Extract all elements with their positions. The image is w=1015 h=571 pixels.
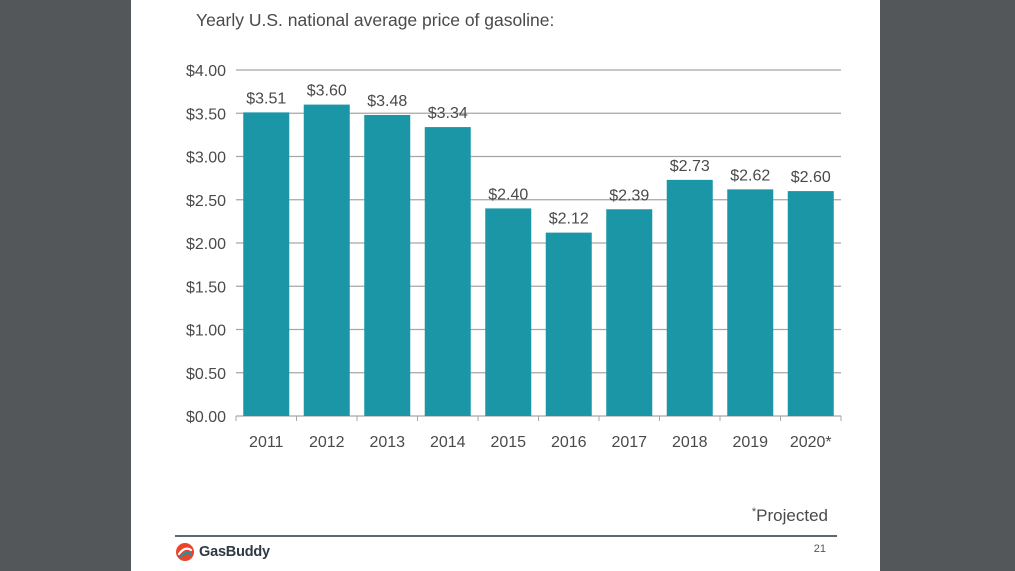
x-tick-label: 2020* — [790, 434, 832, 451]
data-label: $3.34 — [428, 105, 468, 122]
data-label: $3.51 — [246, 90, 286, 107]
brand-name: GasBuddy — [199, 544, 270, 560]
bar — [545, 232, 592, 416]
y-tick-label: $3.50 — [186, 106, 226, 123]
x-tick-label: 2013 — [369, 434, 405, 451]
bar — [666, 179, 713, 416]
x-tick-label: 2011 — [249, 434, 284, 451]
y-tick-label: $0.00 — [186, 409, 226, 426]
x-tick-label: 2017 — [611, 434, 647, 451]
x-tick-label: 2015 — [490, 434, 526, 451]
data-label: $3.48 — [367, 93, 407, 110]
page-number: 21 — [813, 543, 826, 555]
y-tick-label: $2.00 — [186, 236, 226, 253]
data-label: $2.73 — [670, 158, 710, 175]
bar — [303, 104, 350, 416]
bar-chart: $0.00 $0.50 $1.00 $1.50 $2.00 $2.50 $3.00 $3.50… — [186, 63, 842, 451]
data-label: $2.39 — [609, 187, 649, 204]
data-label: $2.12 — [549, 211, 589, 228]
x-tick-label: 2012 — [309, 434, 345, 451]
x-tick-label: 2018 — [672, 434, 708, 451]
x-tick-label: 2016 — [551, 434, 587, 451]
y-tick-label: $4.00 — [186, 63, 226, 80]
slide-page: Yearly U.S. national average price of ga… — [131, 0, 880, 571]
data-label: $2.60 — [791, 169, 831, 186]
bar — [424, 127, 471, 416]
footnote-marker: * — [751, 506, 757, 518]
gasbuddy-logo: GasBuddy — [175, 542, 270, 562]
y-tick-label: $3.00 — [186, 150, 226, 167]
footnote-text: Projected — [756, 506, 828, 525]
bar — [485, 208, 532, 416]
footer-rule — [175, 535, 837, 537]
chart-title: Yearly U.S. national average price of ga… — [196, 10, 555, 30]
y-tick-label: $0.50 — [186, 366, 226, 383]
data-label: $2.62 — [730, 167, 770, 184]
y-tick-label: $1.50 — [186, 279, 226, 296]
x-tick-label: 2014 — [430, 434, 466, 451]
y-tick-label: $1.00 — [186, 323, 226, 340]
bar — [364, 114, 411, 416]
x-tick-label: 2019 — [732, 434, 768, 451]
bar — [606, 209, 653, 416]
bar — [787, 191, 834, 416]
y-tick-label: $2.50 — [186, 193, 226, 210]
data-label: $3.60 — [307, 83, 347, 100]
bar — [243, 112, 290, 416]
bar — [727, 189, 774, 416]
gasbuddy-logo-icon — [176, 543, 194, 561]
data-label: $2.40 — [488, 186, 528, 203]
footnote: *Projected — [752, 506, 828, 526]
